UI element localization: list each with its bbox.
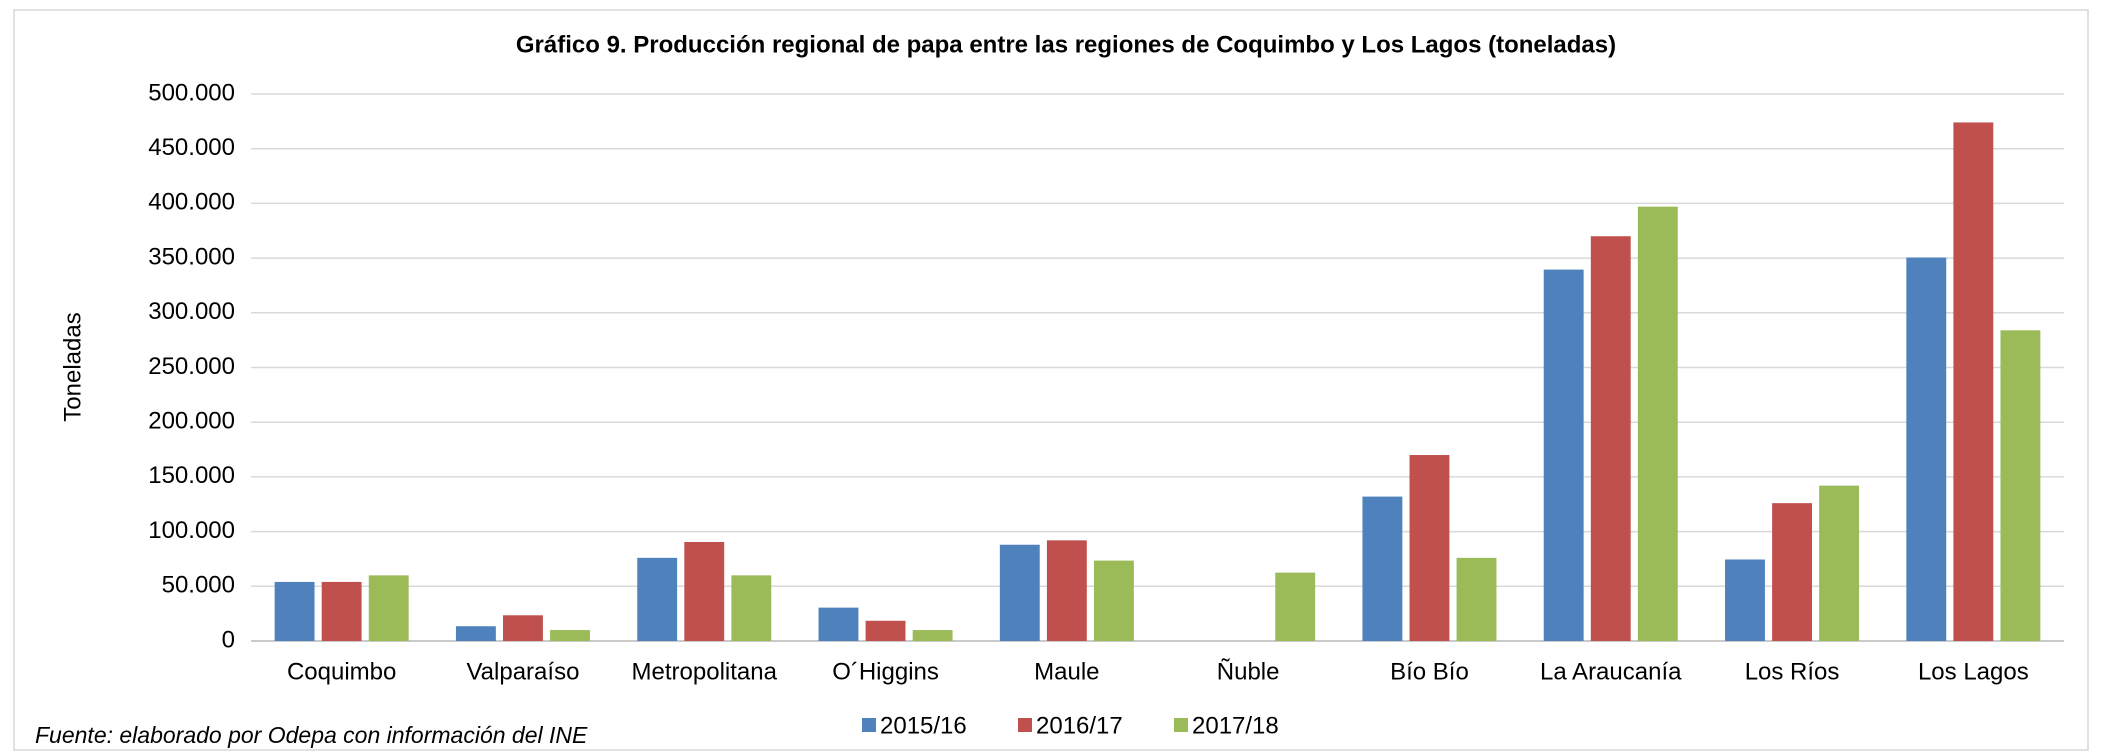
bar (1906, 257, 1947, 641)
x-tick-label: Los Ríos (1745, 658, 1840, 685)
bar (368, 575, 409, 641)
legend-swatch (1018, 718, 1032, 732)
legend-label: 2016/17 (1036, 712, 1123, 739)
bar (455, 626, 496, 641)
bar (1093, 560, 1134, 641)
bar (1046, 540, 1087, 641)
legend-swatch (862, 718, 876, 732)
bar (999, 544, 1040, 641)
y-tick-label: 100.000 (148, 517, 235, 544)
x-tick-label: Bío Bío (1390, 658, 1469, 685)
bar (684, 541, 725, 641)
bar (1456, 557, 1497, 641)
bar (1725, 559, 1765, 641)
y-tick-label: 250.000 (148, 353, 235, 380)
x-tick-label: Metropolitana (632, 658, 778, 685)
y-axis-label: Toneladas (59, 312, 86, 421)
y-tick-label: 400.000 (148, 189, 235, 216)
x-tick-label: Coquimbo (287, 658, 396, 685)
y-tick-label: 150.000 (148, 462, 235, 489)
legend-label: 2015/16 (880, 712, 967, 739)
bar (865, 620, 906, 641)
bar (818, 607, 859, 641)
bar (1590, 236, 1631, 641)
y-tick-label: 0 (222, 626, 235, 653)
chart-border (13, 9, 2089, 751)
x-tick-label: O´Higgins (832, 658, 939, 685)
bar (1275, 572, 1316, 641)
x-tick-label: Maule (1034, 658, 1099, 685)
legend-swatch (1174, 718, 1188, 732)
bar (1953, 122, 1994, 642)
bar (321, 581, 362, 641)
bar (1362, 496, 1403, 641)
bar (1819, 485, 1860, 641)
y-tick-label: 450.000 (148, 134, 235, 161)
bar (1543, 269, 1584, 641)
y-tick-label: 200.000 (148, 408, 235, 435)
legend-label: 2017/18 (1192, 712, 1279, 739)
y-tick-label: 350.000 (148, 243, 235, 270)
x-tick-label: Ñuble (1217, 658, 1280, 685)
x-tick-label: Valparaíso (466, 658, 579, 685)
bar (1637, 206, 1678, 641)
bar (550, 630, 590, 641)
source-note: Fuente: elaborado por Odepa con informac… (35, 722, 588, 748)
bar (731, 575, 772, 641)
x-tick-label: Los Lagos (1918, 658, 2029, 685)
y-tick-label: 500.000 (148, 79, 235, 106)
bar (637, 557, 678, 641)
bar (1409, 455, 1450, 641)
x-tick-label: La Araucanía (1540, 658, 1682, 685)
bar (274, 581, 315, 641)
y-tick-label: 300.000 (148, 298, 235, 325)
bar (503, 615, 543, 641)
bar (2000, 330, 2041, 641)
chart-title: Gráfico 9. Producción regional de papa e… (516, 31, 1616, 58)
bar (1772, 503, 1812, 641)
bar (912, 630, 953, 641)
y-tick-label: 50.000 (162, 572, 235, 599)
